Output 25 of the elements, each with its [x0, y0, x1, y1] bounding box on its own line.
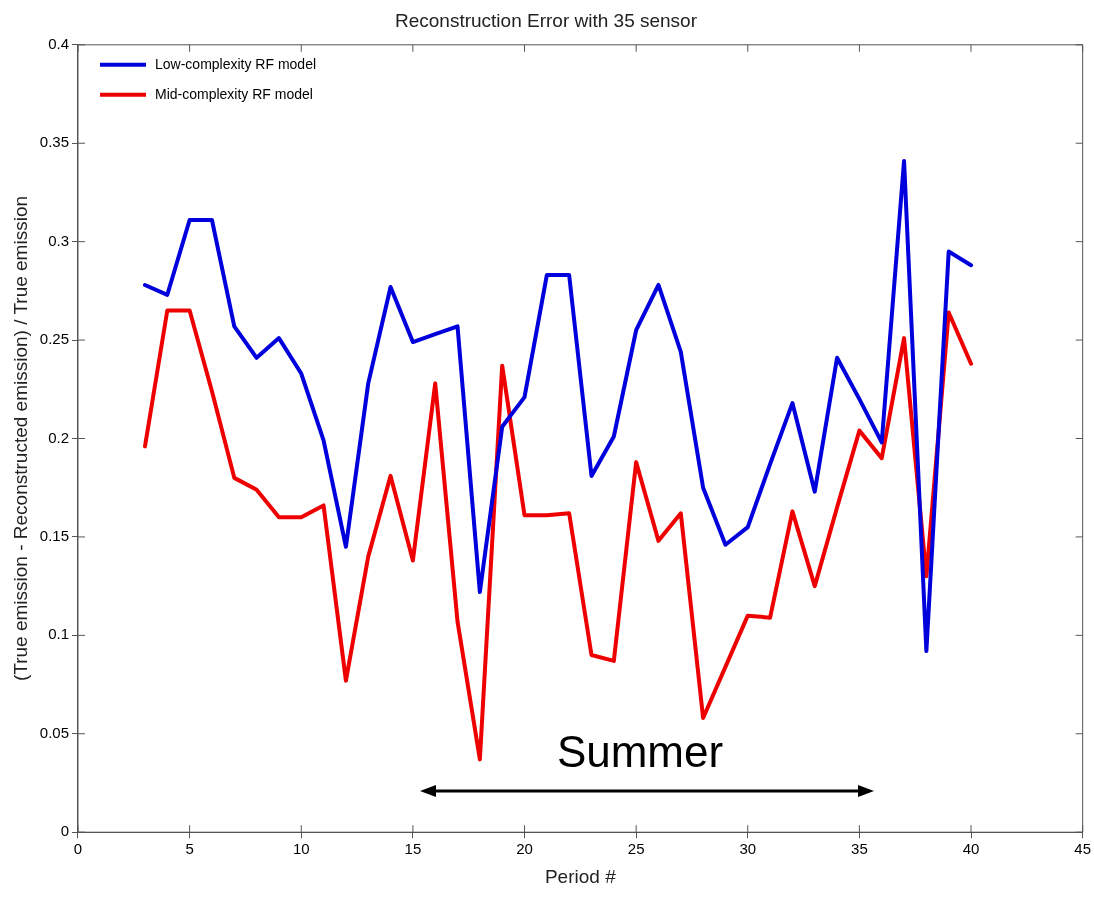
y-tick-label: 0.15 [39, 527, 69, 545]
legend-label: Low-complexity RF model [154, 55, 317, 72]
x-tick-label: 40 [962, 840, 980, 858]
y-tick-label: 0.05 [39, 723, 69, 741]
x-axis-title: Period # [544, 865, 617, 887]
x-tick-label: 20 [516, 840, 533, 858]
x-tick-label: 10 [292, 840, 310, 858]
x-tick-label: 25 [627, 840, 645, 858]
x-tick-label: 30 [739, 840, 757, 858]
x-tick-label: 35 [851, 840, 868, 858]
chart-title: Reconstruction Error with 35 sensor [394, 9, 698, 31]
y-tick-label: 0.25 [39, 330, 69, 348]
x-tick-label: 45 [1074, 840, 1091, 858]
y-tick-label: 0.2 [48, 428, 69, 446]
x-tick-label: 5 [185, 840, 194, 858]
y-tick-label: 0 [60, 822, 69, 840]
x-tick-label: 15 [404, 840, 422, 858]
y-tick-label: 0.3 [48, 231, 69, 249]
x-tick-label: 0 [73, 840, 83, 858]
legend-label: Mid-complexity RF model [154, 85, 313, 102]
annotation: Summer [556, 727, 724, 777]
y-tick-label: 0.4 [48, 34, 69, 52]
y-axis-title: (True emission - Reconstructed emission) / True emission [9, 195, 31, 682]
y-tick-label: 0.35 [39, 133, 69, 151]
y-tick-label: 0.1 [48, 625, 69, 643]
